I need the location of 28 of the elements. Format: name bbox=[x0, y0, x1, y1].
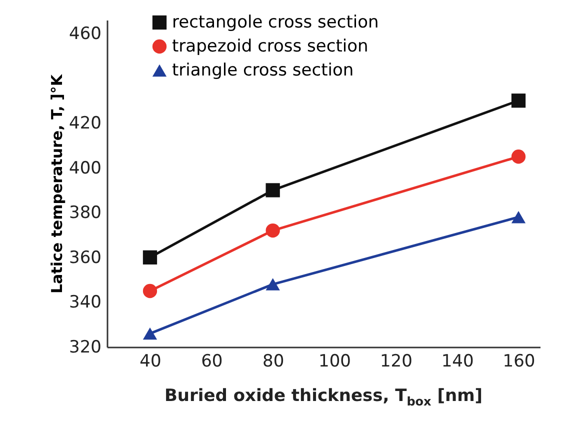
x-tick-label: 40 bbox=[140, 352, 162, 372]
legend-label: triangle cross section bbox=[172, 60, 354, 80]
y-axis-title: Latice temperature, T, ]°K bbox=[48, 73, 66, 294]
y-tick-label: 360 bbox=[69, 248, 102, 268]
y-tick-label: 420 bbox=[69, 114, 102, 134]
y-tick-label: 400 bbox=[69, 158, 102, 178]
x-tick-label: 120 bbox=[380, 352, 412, 372]
legend-label: rectangole cross section bbox=[172, 12, 379, 32]
point bbox=[511, 150, 526, 164]
x-axis-title: Buried oxide thickness, T$_{box}$ [nm] bbox=[163, 386, 484, 408]
point bbox=[142, 284, 158, 298]
y-tick-label: 380 bbox=[69, 203, 102, 224]
point bbox=[266, 223, 280, 238]
point bbox=[266, 278, 280, 290]
y-tick-label: 320 bbox=[69, 338, 102, 358]
point bbox=[142, 327, 158, 340]
point bbox=[266, 183, 280, 198]
x-tick-label: 100 bbox=[318, 352, 351, 372]
point bbox=[511, 94, 526, 108]
y-tick-label: 460 bbox=[69, 24, 102, 44]
x-tick-label: 160 bbox=[502, 352, 536, 372]
x-tick-label: 80 bbox=[262, 352, 284, 372]
point bbox=[511, 210, 526, 224]
x-tick-label: 140 bbox=[441, 352, 474, 372]
legend-label: trapezoid cross section bbox=[172, 36, 368, 56]
x-tick-label: 60 bbox=[201, 352, 223, 372]
point bbox=[142, 250, 158, 264]
y-tick-label: 340 bbox=[69, 292, 102, 313]
